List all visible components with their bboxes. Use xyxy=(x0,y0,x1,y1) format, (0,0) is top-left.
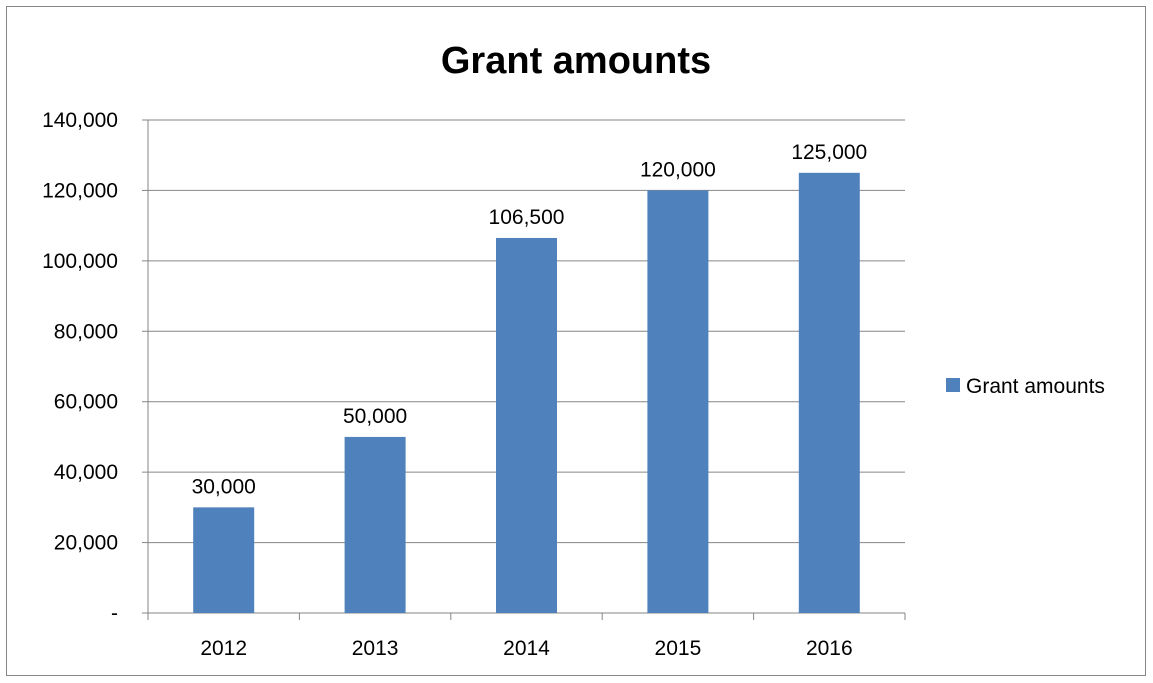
y-tick-label: - xyxy=(111,602,118,625)
bar-2013 xyxy=(344,436,406,613)
bar-2016 xyxy=(798,172,860,614)
y-tick-label: 80,000 xyxy=(54,320,118,343)
data-labels: 30,000 50,000 106,500 120,000 125,000 xyxy=(192,141,868,499)
chart-title: Grant amounts xyxy=(441,40,711,82)
y-tick-label: 40,000 xyxy=(54,461,118,484)
bar-2012 xyxy=(193,507,255,613)
y-tick-label: 100,000 xyxy=(42,250,118,273)
legend-label: Grant amounts xyxy=(966,375,1105,398)
data-label-2015: 120,000 xyxy=(640,158,716,181)
x-tick-label-2012: 2012 xyxy=(200,637,247,660)
bar-2014 xyxy=(496,237,557,614)
data-label-2013: 50,000 xyxy=(343,405,407,428)
axes: - 20,000 40,000 60,000 80,000 100,000 120,000 1… xyxy=(42,109,906,660)
data-label-2012: 30,000 xyxy=(192,475,256,498)
bars xyxy=(193,172,860,614)
legend-swatch xyxy=(946,378,960,392)
y-tick-label: 120,000 xyxy=(42,179,118,202)
data-label-2016: 125,000 xyxy=(791,141,867,164)
x-tick-label-2015: 2015 xyxy=(655,637,702,660)
y-tick-label: 20,000 xyxy=(54,532,118,555)
y-tick-label: 140,000 xyxy=(42,109,118,132)
data-label-2014: 106,500 xyxy=(489,206,565,229)
x-tick-label-2013: 2013 xyxy=(352,637,399,660)
legend: Grant amounts xyxy=(946,375,1105,398)
x-tick-label-2016: 2016 xyxy=(806,637,853,660)
y-tick-label: 60,000 xyxy=(54,391,118,414)
bar-2015 xyxy=(647,190,709,613)
x-tick-label-2014: 2014 xyxy=(503,637,550,660)
